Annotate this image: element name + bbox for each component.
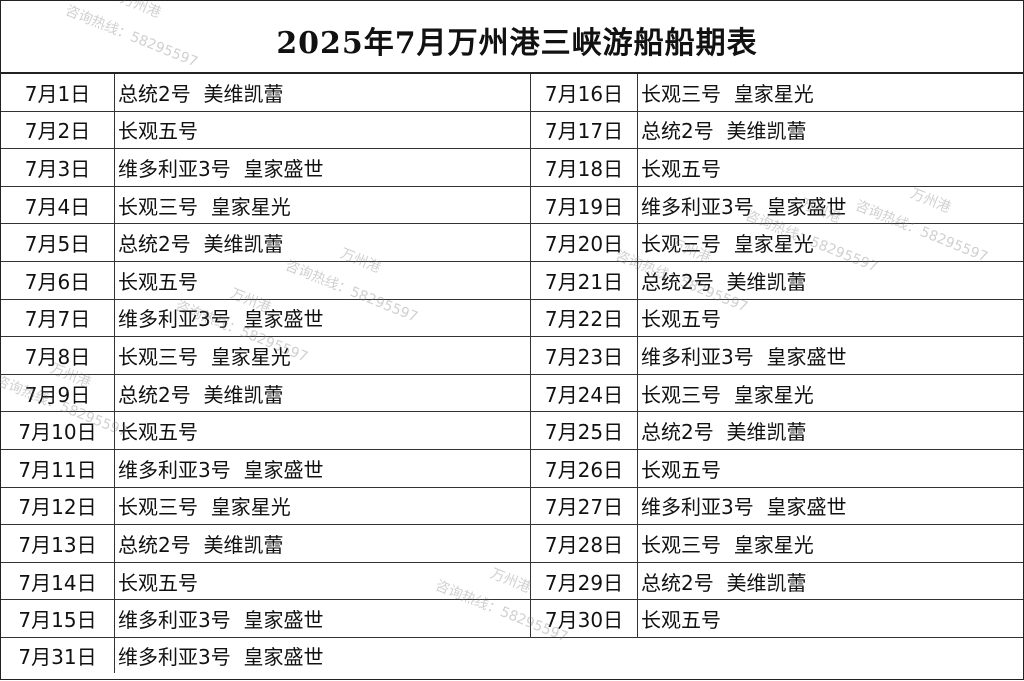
date-cell: 7月21日 <box>531 261 638 299</box>
table-row: 7月6日 长观五号 7月21日 总统2号 美维凯蕾 <box>1 261 1023 300</box>
ships-cell: 维多利亚3号 皇家盛世 <box>115 299 531 337</box>
table-row: 7月4日 长观三号 皇家星光 7月19日 维多利亚3号 皇家盛世 <box>1 186 1023 225</box>
date-cell: 7月17日 <box>531 111 638 149</box>
ships-cell: 总统2号 美维凯蕾 <box>641 119 807 144</box>
ships-cell: 维多利亚3号 皇家盛世 <box>118 644 324 669</box>
date-cell: 7月30日 <box>531 600 638 637</box>
table-row: 7月15日 维多利亚3号 皇家盛世 7月30日 长观五号 <box>1 600 1023 638</box>
ships-cell: 长观三号 皇家星光 <box>641 81 814 106</box>
table-row: 7月8日 长观三号 皇家星光 7月23日 维多利亚3号 皇家盛世 <box>1 337 1023 375</box>
date-cell: 7月10日 <box>1 412 115 449</box>
ships-cell: 长观五号 <box>641 608 721 633</box>
date-cell: 7月29日 <box>531 562 638 600</box>
ships-cell: 维多利亚3号 皇家盛世 <box>115 449 531 487</box>
table-row: 7月9日 总统2号 美维凯蕾 7月24日 长观三号 皇家星光 <box>1 374 1023 413</box>
table-row: 7月10日 长观五号 7月25日 总统2号 美维凯蕾 <box>1 412 1023 450</box>
ships-cell: 总统2号 美维凯蕾 <box>641 420 807 445</box>
ships-cell: 长观三号 皇家星光 <box>641 532 814 557</box>
table-row: 7月3日 维多利亚3号 皇家盛世 7月18日 长观五号 <box>1 149 1023 187</box>
ships-cell: 维多利亚3号 皇家盛世 <box>115 600 531 637</box>
date-cell: 7月12日 <box>1 487 115 525</box>
date-cell: 7月7日 <box>1 299 115 337</box>
date-cell: 7月15日 <box>1 600 115 637</box>
ships-cell: 长观五号 <box>641 457 721 482</box>
ships-cell: 总统2号 美维凯蕾 <box>115 224 531 261</box>
ships-cell: 总统2号 美维凯蕾 <box>115 374 531 412</box>
table-row: 7月5日 总统2号 美维凯蕾 7月20日 长观三号 皇家星光 <box>1 224 1023 262</box>
table-row: 7月7日 维多利亚3号 皇家盛世 7月22日 长观五号 <box>1 299 1023 338</box>
date-cell: 7月18日 <box>531 149 638 186</box>
ships-cell: 维多利亚3号 皇家盛世 <box>641 495 847 520</box>
date-cell: 7月3日 <box>1 149 115 186</box>
date-cell: 7月8日 <box>1 337 115 374</box>
ships-cell: 总统2号 美维凯蕾 <box>641 570 807 595</box>
date-cell: 7月28日 <box>531 525 638 562</box>
date-cell: 7月27日 <box>531 487 638 525</box>
ships-cell: 长观三号 皇家星光 <box>641 232 814 257</box>
ships-cell: 长观五号 <box>115 111 531 149</box>
date-cell: 7月9日 <box>1 374 115 412</box>
date-cell: 7月23日 <box>531 337 638 374</box>
date-cell: 7月22日 <box>531 299 638 337</box>
ships-cell: 长观三号 皇家星光 <box>115 186 531 224</box>
date-cell: 7月6日 <box>1 261 115 299</box>
date-cell: 7月13日 <box>1 525 115 562</box>
date-cell: 7月25日 <box>531 412 638 449</box>
date-cell: 7月31日 <box>1 637 115 673</box>
table-row: 7月14日 长观五号 7月29日 总统2号 美维凯蕾 <box>1 562 1023 601</box>
ships-cell: 长观五号 <box>641 156 721 181</box>
ships-cell: 长观三号 皇家星光 <box>115 337 531 374</box>
table-row-last: 7月31日 维多利亚3号 皇家盛世 <box>1 637 1023 673</box>
ships-cell: 长观五号 <box>641 307 721 332</box>
table-row: 7月12日 长观三号 皇家星光 7月27日 维多利亚3号 皇家盛世 <box>1 487 1023 526</box>
table-row: 7月2日 长观五号 7月17日 总统2号 美维凯蕾 <box>1 111 1023 150</box>
ships-cell: 维多利亚3号 皇家盛世 <box>115 149 531 186</box>
date-cell: 7月16日 <box>531 74 638 111</box>
ships-cell: 总统2号 美维凯蕾 <box>115 74 531 111</box>
date-cell: 7月14日 <box>1 562 115 600</box>
table-row: 7月13日 总统2号 美维凯蕾 7月28日 长观三号 皇家星光 <box>1 525 1023 563</box>
table-row: 7月1日 总统2号 美维凯蕾 7月16日 长观三号 皇家星光 <box>1 74 1023 112</box>
ships-cell: 长观五号 <box>115 412 531 449</box>
date-cell: 7月19日 <box>531 186 638 224</box>
ships-cell: 长观三号 皇家星光 <box>115 487 531 525</box>
date-cell: 7月2日 <box>1 111 115 149</box>
ships-cell: 长观五号 <box>115 562 531 600</box>
ships-cell: 总统2号 美维凯蕾 <box>115 525 531 562</box>
date-cell: 7月11日 <box>1 449 115 487</box>
date-cell: 7月26日 <box>531 449 638 487</box>
schedule-rows: 7月1日 总统2号 美维凯蕾 7月16日 长观三号 皇家星光 7月2日 长观五号 7月17日… <box>1 74 1023 673</box>
ships-cell: 维多利亚3号 皇家盛世 <box>641 194 847 219</box>
date-cell: 7月1日 <box>1 74 115 111</box>
table-row: 7月11日 维多利亚3号 皇家盛世 7月26日 长观五号 <box>1 449 1023 488</box>
date-cell: 7月4日 <box>1 186 115 224</box>
ships-cell: 维多利亚3号 皇家盛世 <box>641 344 847 369</box>
ships-cell: 长观五号 <box>115 261 531 299</box>
date-cell: 7月5日 <box>1 224 115 261</box>
ships-cell: 长观三号 皇家星光 <box>641 382 814 407</box>
date-cell: 7月24日 <box>531 374 638 412</box>
page-title: 2025年7月万州港三峡游船船期表 <box>1 1 1023 74</box>
ships-cell: 总统2号 美维凯蕾 <box>641 269 807 294</box>
title-text: 2025年7月万州港三峡游船船期表 <box>276 25 758 61</box>
date-cell: 7月20日 <box>531 224 638 261</box>
